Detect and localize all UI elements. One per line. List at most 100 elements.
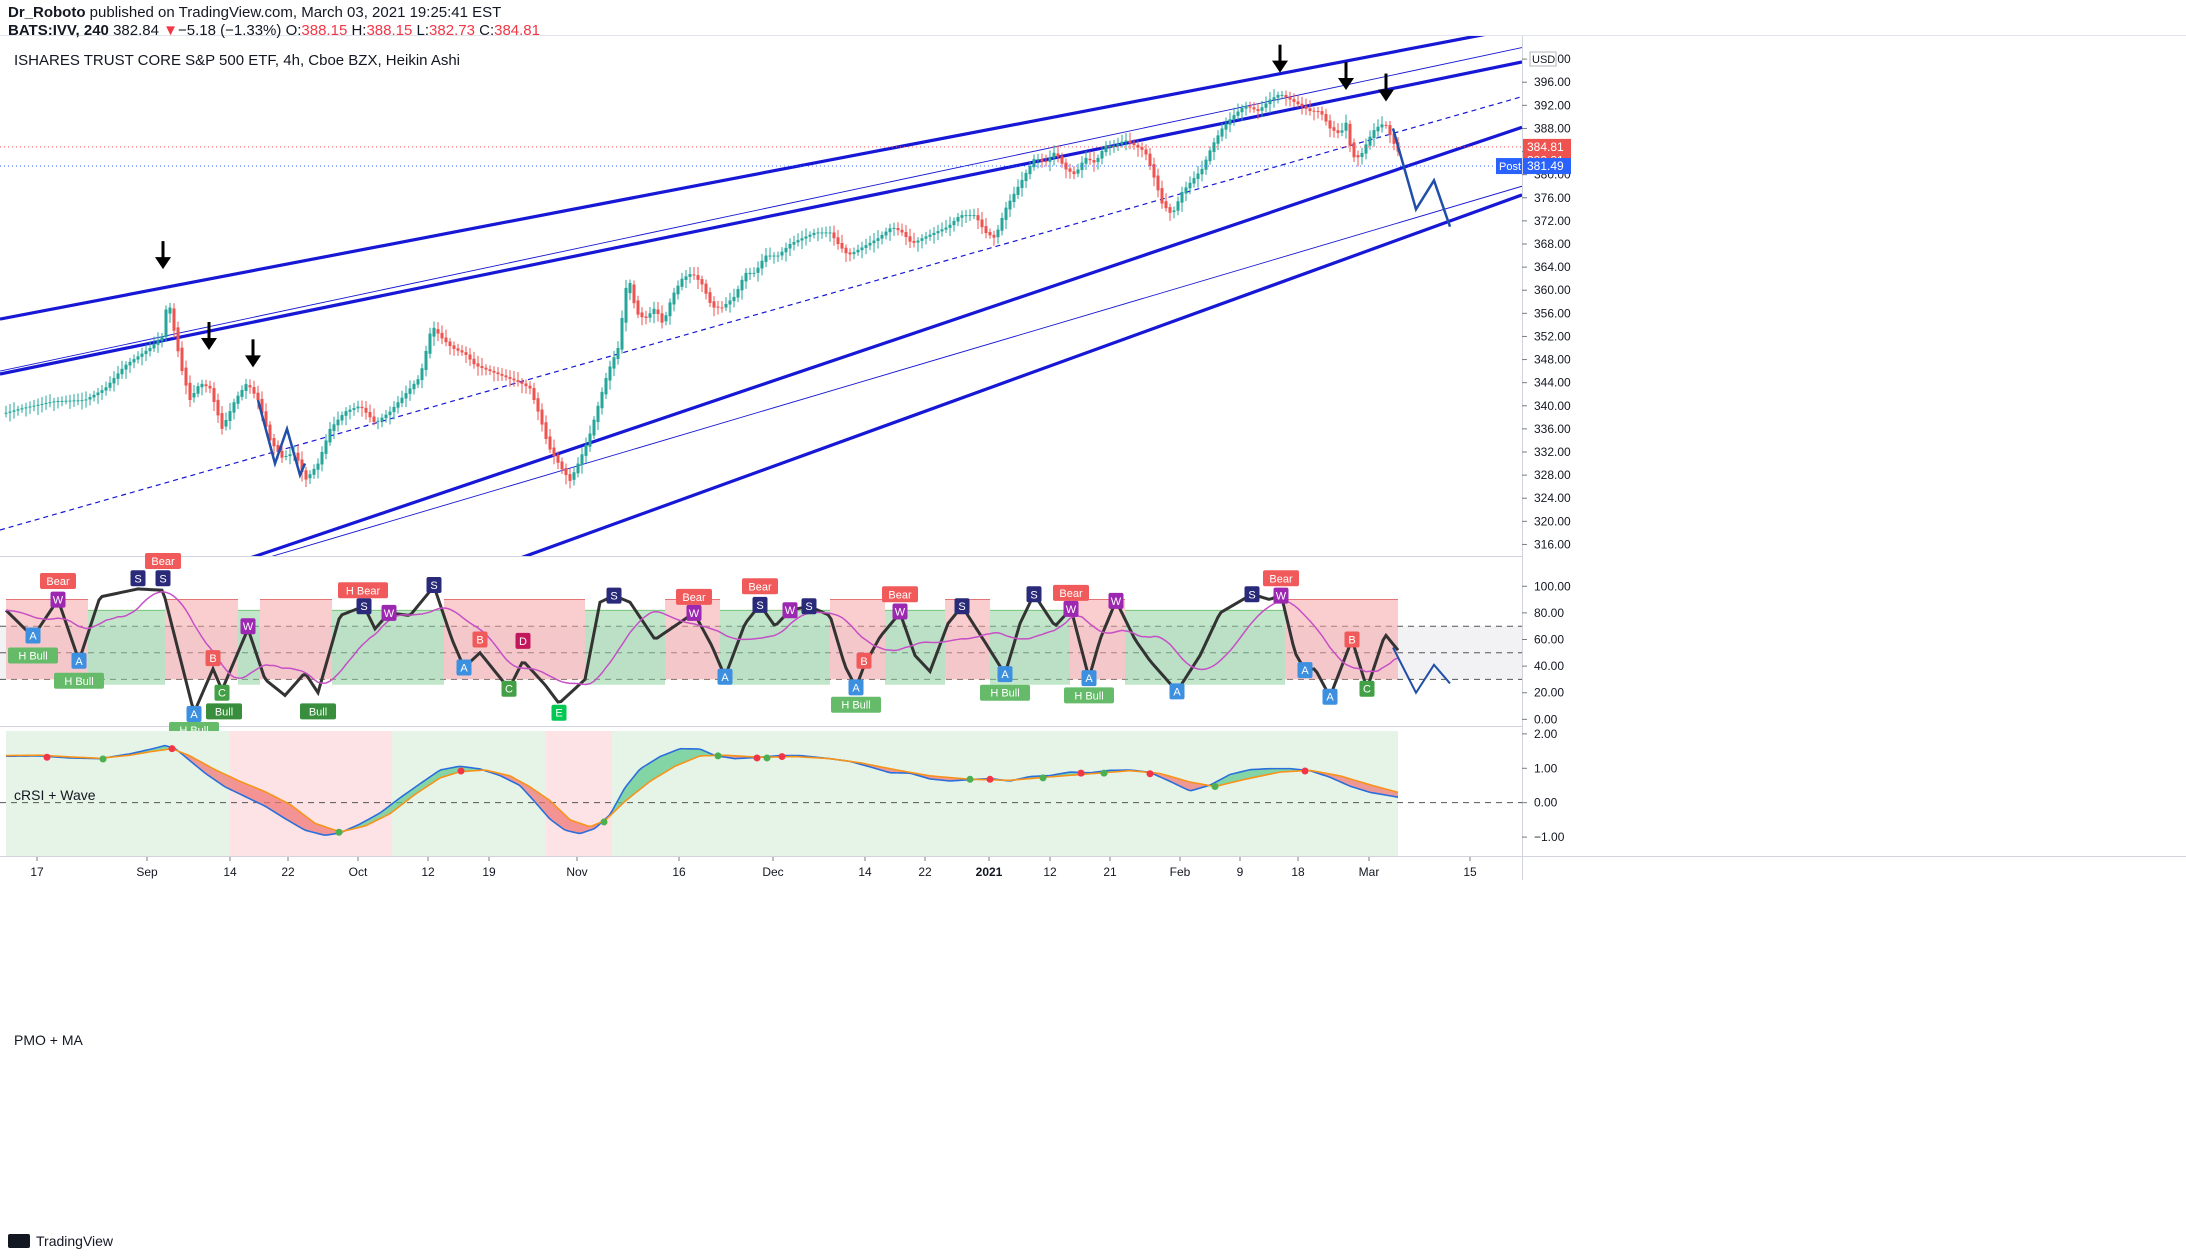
pmo-fill [1174, 777, 1176, 785]
pmo-fill [646, 764, 648, 785]
pmo-fill [208, 765, 210, 777]
pmo-fill [240, 781, 242, 796]
pmo-fill [448, 768, 450, 776]
candle-body [1028, 166, 1032, 175]
pmo-fill [432, 774, 434, 784]
high-value: 388.15 [366, 22, 413, 39]
signal-label: A [1326, 692, 1334, 704]
signal-label-box [752, 596, 768, 613]
pmo-fill [574, 821, 576, 833]
candle-body [24, 407, 28, 409]
pmo-fill [1370, 784, 1372, 793]
candle-body [916, 240, 920, 243]
pmo-fill [1192, 782, 1194, 791]
channel-line [0, 60, 1522, 376]
time-tick-label: 12 [421, 865, 435, 879]
candle-body [404, 393, 408, 399]
price-label: 381.49 [1527, 159, 1564, 173]
time-tick-label: Nov [566, 865, 587, 879]
pmo-fill [530, 786, 532, 799]
candle-body [468, 354, 472, 360]
pmo-fill [568, 817, 570, 832]
candle-body [956, 217, 960, 222]
pmo-fill [324, 826, 326, 836]
axis-tick-label: 336.00 [1534, 422, 1571, 436]
pmo-fill [1364, 783, 1366, 792]
candle-body [836, 237, 840, 244]
time-tick-label: Oct [349, 865, 368, 879]
candle-body [548, 436, 552, 450]
candle-body [668, 302, 672, 317]
pmo-fill [1176, 778, 1178, 786]
pmo-cross-dot [1100, 769, 1108, 777]
pmo-bg-span [6, 731, 230, 856]
candle-body [1000, 218, 1004, 231]
signal-label-box [782, 602, 798, 619]
signal-label: W [53, 595, 64, 607]
pmo-fill [1254, 769, 1256, 778]
candle-body [796, 240, 800, 243]
candle-body [680, 278, 684, 287]
pmo-fill [302, 813, 304, 830]
candle-body [900, 229, 904, 233]
candle-body [1096, 157, 1100, 163]
pmo-fill [398, 797, 400, 808]
axis-tick-label: −1.00 [1534, 830, 1565, 844]
tradingview-logo-icon [8, 1234, 30, 1248]
candle-body [160, 336, 164, 341]
channel-line [271, 185, 1522, 556]
channel-line [0, 96, 1522, 531]
candle-body [736, 289, 740, 298]
candle-body [1148, 153, 1152, 166]
pmo-fill [1342, 776, 1344, 784]
candle-body [112, 378, 116, 384]
pmo-fill [674, 750, 676, 767]
currency-label: USD [1532, 54, 1555, 66]
candle-body [40, 403, 44, 405]
pmo-fill [1222, 777, 1224, 785]
candle-body [64, 400, 68, 402]
axis-tick-label: 388.00 [1534, 121, 1571, 135]
candle-body [68, 400, 72, 402]
candle-body [536, 398, 540, 412]
candle-body [428, 333, 432, 354]
candle-body [1128, 140, 1132, 143]
signal-label: W [1111, 596, 1122, 608]
candle-body [32, 405, 36, 407]
pmo-fill [440, 769, 442, 778]
signal-label: B [209, 653, 216, 665]
candle-body [640, 312, 644, 318]
signal-label: Bull [215, 706, 233, 718]
candle-body [1224, 123, 1228, 130]
signal-label: W [895, 607, 906, 619]
pmo-fill [676, 749, 678, 766]
price-label-box [1523, 138, 1571, 155]
candle-body [16, 409, 20, 411]
candle-body [1076, 169, 1080, 174]
candle-body [28, 406, 32, 408]
author-name[interactable]: Dr_Roboto [8, 4, 86, 21]
candle-body [412, 383, 416, 390]
signal-label-box [801, 598, 817, 615]
candle-body [1064, 162, 1068, 170]
pmo-fill [284, 801, 286, 820]
pmo-fill [438, 770, 440, 780]
signal-label: W [384, 608, 395, 620]
pmo-fill [1240, 771, 1242, 781]
signal-label: S [1030, 589, 1037, 601]
candle-body [828, 232, 832, 234]
signal-label-box [1063, 600, 1079, 617]
pmo-fill [698, 748, 700, 757]
candle-body [1136, 144, 1140, 148]
candle-body [880, 234, 884, 239]
pmo-signal-line [5, 748, 1399, 833]
tradingview-brand[interactable]: TradingView [8, 1233, 113, 1249]
candle-body [852, 252, 856, 255]
candle-body [276, 444, 280, 452]
candle-body [256, 392, 260, 400]
axis-tick-label: 344.00 [1534, 376, 1571, 390]
candle-body [1200, 168, 1204, 175]
wave-zone [332, 610, 444, 685]
candle-body [316, 463, 320, 470]
pmo-fill [690, 748, 692, 761]
